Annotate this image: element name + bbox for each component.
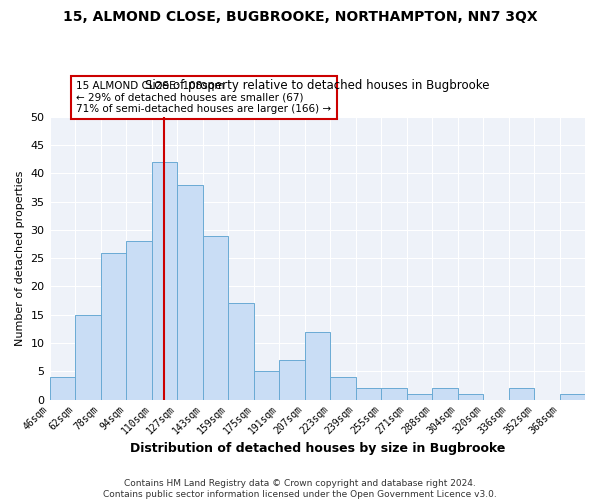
- Bar: [509, 388, 534, 400]
- Bar: [560, 394, 585, 400]
- Bar: [203, 236, 228, 400]
- Bar: [228, 304, 254, 400]
- Bar: [381, 388, 407, 400]
- Bar: [330, 377, 356, 400]
- Bar: [407, 394, 432, 400]
- Y-axis label: Number of detached properties: Number of detached properties: [15, 170, 25, 346]
- Bar: [305, 332, 330, 400]
- Bar: [126, 241, 152, 400]
- Bar: [101, 252, 126, 400]
- Bar: [279, 360, 305, 400]
- Text: 15, ALMOND CLOSE, BUGBROOKE, NORTHAMPTON, NN7 3QX: 15, ALMOND CLOSE, BUGBROOKE, NORTHAMPTON…: [62, 10, 538, 24]
- Bar: [432, 388, 458, 400]
- Bar: [152, 162, 177, 400]
- Bar: [254, 372, 279, 400]
- Bar: [458, 394, 483, 400]
- Bar: [177, 184, 203, 400]
- Text: 15 ALMOND CLOSE: 108sqm
← 29% of detached houses are smaller (67)
71% of semi-de: 15 ALMOND CLOSE: 108sqm ← 29% of detache…: [76, 80, 331, 114]
- X-axis label: Distribution of detached houses by size in Bugbrooke: Distribution of detached houses by size …: [130, 442, 505, 455]
- Text: Contains public sector information licensed under the Open Government Licence v3: Contains public sector information licen…: [103, 490, 497, 499]
- Bar: [50, 377, 75, 400]
- Text: Contains HM Land Registry data © Crown copyright and database right 2024.: Contains HM Land Registry data © Crown c…: [124, 478, 476, 488]
- Bar: [75, 314, 101, 400]
- Bar: [356, 388, 381, 400]
- Title: Size of property relative to detached houses in Bugbrooke: Size of property relative to detached ho…: [145, 79, 490, 92]
